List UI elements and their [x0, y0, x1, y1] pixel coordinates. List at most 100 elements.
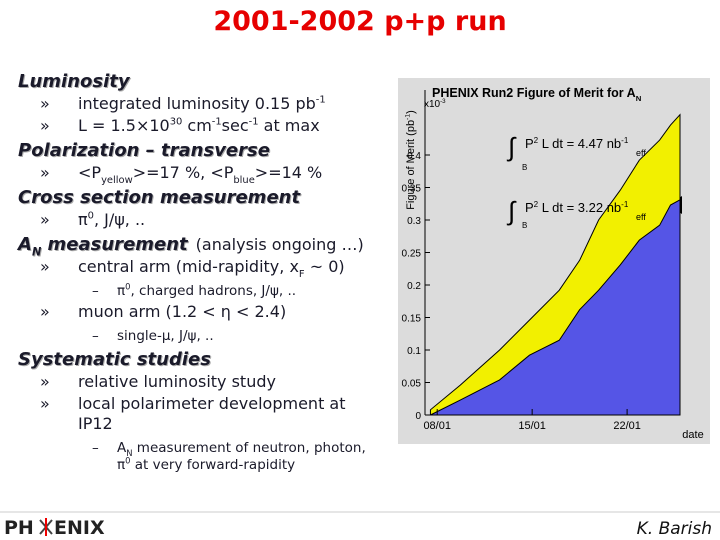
run-text: Systematic studies — [18, 349, 211, 370]
script-text: -3 — [440, 98, 446, 105]
run-text: x10 — [424, 99, 441, 110]
annotation-lower: B — [522, 221, 527, 230]
script-text: 2 — [534, 200, 539, 209]
run-text: IP12 — [78, 414, 113, 433]
run-text: L dt = 4.47 nb — [538, 136, 621, 151]
bullet: » — [40, 372, 50, 391]
bullet: » — [40, 302, 50, 321]
run-text: π — [117, 457, 125, 473]
annotation: P2 L dt = 4.47 nb-1 — [525, 136, 629, 151]
run-text: at very forward-rapidity — [130, 457, 295, 473]
section-heading: Cross section measurement — [18, 187, 301, 208]
script-text: F — [299, 269, 305, 280]
script-text: 30 — [170, 117, 183, 128]
bullet-text: relative luminosity study — [78, 372, 276, 391]
y-tick-label: 0.25 — [402, 249, 422, 260]
script-text: blue — [233, 175, 254, 186]
annotation-suffix: eff — [636, 212, 646, 222]
run-text: L = 1.5×10 — [78, 116, 170, 135]
bullet-text: muon arm (1.2 < η < 2.4) — [78, 302, 286, 321]
run-text: >=17 %, <P — [133, 163, 234, 182]
script-text: -1 — [621, 200, 629, 209]
run-text: L dt = 3.22 nb — [538, 200, 621, 215]
run-text: sec — [222, 116, 249, 135]
bullet-text: central arm (mid-rapidity, xF ~ 0) — [78, 257, 345, 280]
run-text: π — [78, 210, 88, 229]
integral-sign: ∫ — [506, 196, 517, 226]
run-text: P — [525, 136, 534, 151]
run-text: <P — [78, 163, 101, 182]
dash: – — [92, 283, 99, 299]
x-axis-label: date — [682, 429, 703, 441]
y-tick-label: 0.3 — [407, 216, 421, 227]
run-text: >=14 % — [255, 163, 322, 182]
run-text: cm — [182, 116, 211, 135]
x-tick-label: 22/01 — [613, 420, 641, 432]
section-heading: AN measurement — [16, 234, 189, 258]
y-tick-label: 0.35 — [402, 184, 422, 195]
run-text: single-μ, J/ψ, .. — [117, 328, 214, 344]
run-text: Polarization – transverse — [18, 140, 270, 161]
run-text: , charged hadrons, J/ψ, .. — [130, 283, 296, 299]
y-tick-label: 0.4 — [407, 151, 421, 162]
bullet: » — [40, 116, 50, 135]
run-text: P — [525, 200, 534, 215]
run-text: measurement — [41, 234, 189, 255]
bullet-text: integrated luminosity 0.15 pb-1 — [78, 94, 326, 113]
logo-left: PH — [4, 517, 34, 539]
run-text: local polarimeter development at — [78, 394, 346, 413]
run-text: ) — [405, 110, 417, 114]
area — [430, 199, 681, 416]
sub-bullet-text: AN measurement of neutron, photon, — [117, 440, 366, 458]
run-text: π — [117, 283, 125, 299]
run-text: Cross section measurement — [18, 187, 301, 208]
script-text: N — [636, 94, 642, 103]
run-text: A — [117, 440, 127, 456]
bullet-text: <Pyellow>=17 %, <Pblue>=14 % — [78, 163, 322, 186]
section-heading: Systematic studies — [18, 349, 211, 370]
logo-right: ENIX — [54, 517, 105, 539]
y-tick-label: 0.1 — [407, 346, 421, 357]
y-multiplier: x10-3 — [424, 98, 446, 110]
run-text: relative luminosity study — [78, 372, 276, 391]
author: K. Barish — [637, 519, 712, 539]
y-tick-label: 0.15 — [402, 314, 422, 325]
run-text: PHENIX Run2 Figure of Merit for A — [432, 86, 636, 100]
script-text: 2 — [534, 136, 539, 145]
run-text: ~ 0) — [305, 257, 345, 276]
script-text: -1 — [405, 114, 412, 120]
chart-title: PHENIX Run2 Figure of Merit for AN — [432, 86, 642, 103]
run-text: , J/ψ, .. — [94, 210, 145, 229]
bullet-text: π0, J/ψ, .. — [78, 210, 145, 229]
sub-bullet-text: π0 at very forward-rapidity — [117, 456, 295, 473]
sub-bullet-text: single-μ, J/ψ, .. — [117, 328, 214, 344]
annotation-lower: B — [522, 163, 527, 172]
bullet-text: IP12 — [78, 414, 113, 433]
bullet: » — [40, 394, 50, 413]
slide-title: 2001-2002 p+p run — [213, 6, 506, 37]
script-text: 0 — [88, 211, 94, 222]
logo-star — [39, 518, 53, 536]
bullet: » — [40, 210, 50, 229]
script-text: -1 — [621, 136, 629, 145]
script-text: -1 — [316, 95, 326, 106]
script-text: yellow — [101, 175, 133, 186]
annotation: P2 L dt = 3.22 nb-1 — [525, 200, 629, 215]
script-text: -1 — [249, 117, 259, 128]
run-text: at max — [259, 116, 320, 135]
x-tick-label: 15/01 — [518, 420, 546, 432]
run-text: Figure of Merit (pb — [405, 120, 417, 210]
bullet: » — [40, 94, 50, 113]
bullet: » — [40, 257, 50, 276]
y-tick-label: 0.05 — [402, 379, 422, 390]
section-heading: Luminosity — [18, 71, 131, 92]
bullet-text: L = 1.5×1030 cm-1sec-1 at max — [78, 116, 320, 135]
script-text: N — [126, 448, 132, 458]
x-tick-label: 08/01 — [423, 420, 451, 432]
y-tick-label: 0 — [415, 411, 421, 422]
run-text: integrated luminosity 0.15 pb — [78, 94, 316, 113]
script-text: -1 — [212, 117, 222, 128]
bullet-text: local polarimeter development at — [78, 394, 346, 413]
y-tick-label: 0.2 — [407, 281, 421, 292]
